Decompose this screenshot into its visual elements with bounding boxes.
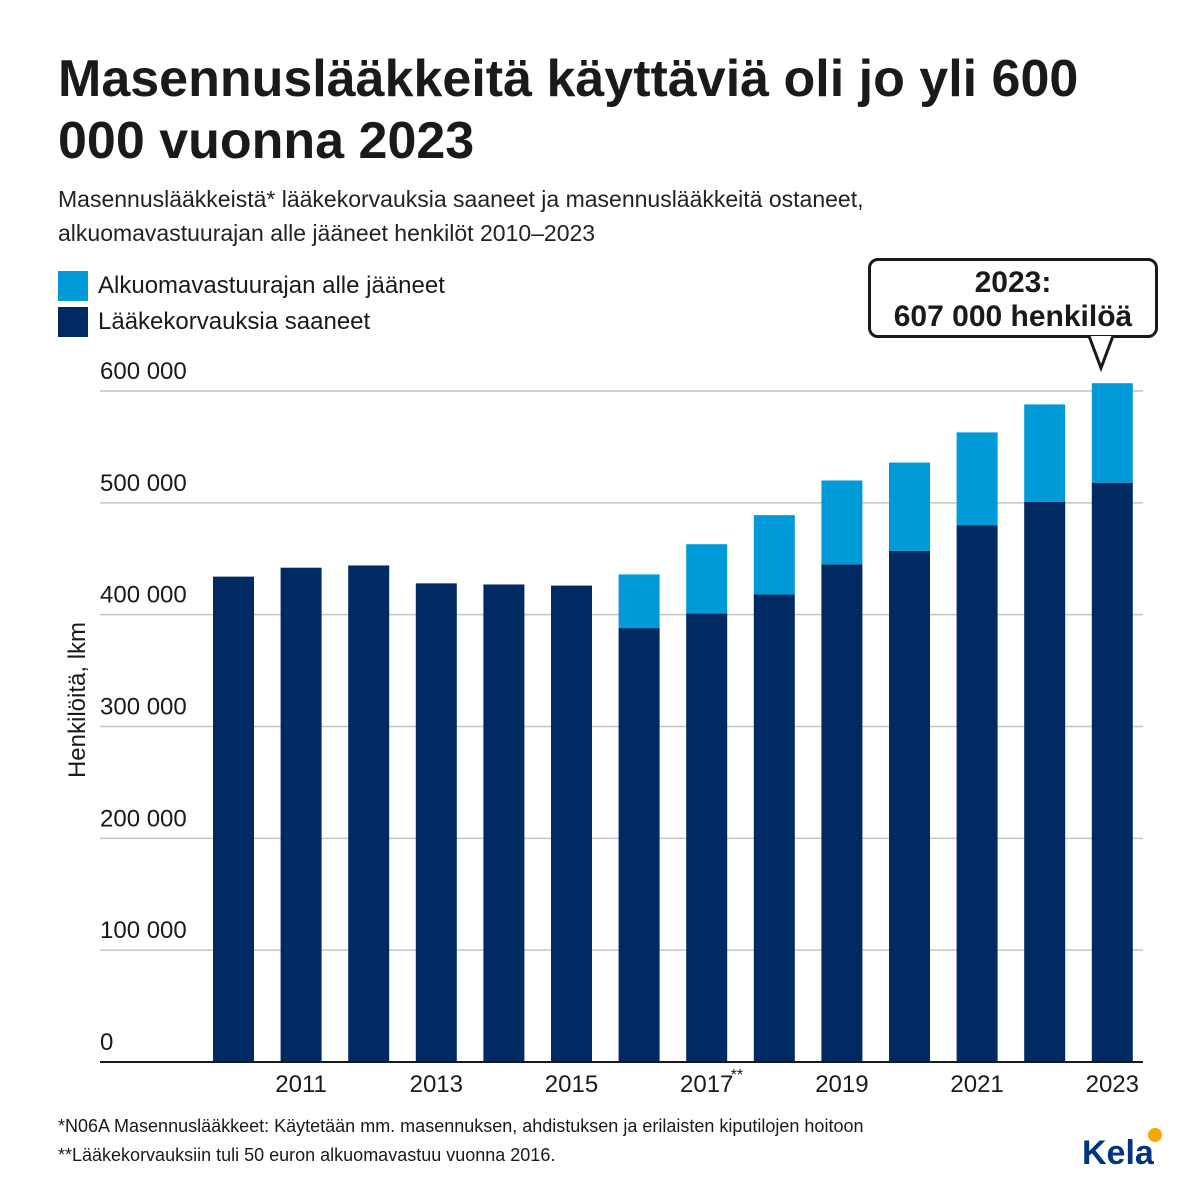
x-tick-label: 2019 — [815, 1071, 868, 1098]
bar-reimbursed — [415, 583, 457, 1062]
legend-swatch-dark-blue — [58, 307, 88, 337]
logo-accent-icon — [1148, 1128, 1162, 1142]
x-tick-footnote-marker: ** — [731, 1067, 743, 1084]
legend-item-below-threshold: Alkuomavastuurajan alle jääneet — [58, 268, 445, 304]
bar-below-threshold — [889, 462, 930, 551]
chart-title: Masennuslääkkeitä käyttäviä oli jo yli 6… — [58, 50, 1079, 170]
y-tick-label: 400 000 — [100, 582, 187, 609]
chart-subtitle: Masennuslääkkeistä* lääkekorvauksia saan… — [58, 182, 1158, 250]
legend-label: Lääkekorvauksia saaneet — [98, 308, 371, 335]
chart-legend: Alkuomavastuurajan alle jääneet Lääkekor… — [58, 268, 445, 340]
bar-reimbursed — [280, 567, 322, 1062]
bar-reimbursed — [686, 613, 728, 1062]
callout-box-2023: 2023: 607 000 henkilöä — [868, 258, 1158, 338]
y-tick-label: 200 000 — [100, 805, 187, 832]
logo-text: Kela — [1082, 1134, 1155, 1172]
y-tick-label: 300 000 — [100, 694, 187, 721]
y-tick-label: 0 — [100, 1029, 113, 1056]
bar-below-threshold — [753, 515, 795, 595]
x-tick-label: 2023 — [1086, 1071, 1139, 1098]
legend-item-reimbursed: Lääkekorvauksia saaneet — [58, 304, 445, 340]
y-tick-label: 600 000 — [100, 358, 187, 385]
subtitle-line-1: Masennuslääkkeistä* lääkekorvauksia saan… — [58, 186, 864, 212]
bar-reimbursed — [348, 565, 390, 1062]
footnote-2: **Lääkekorvauksiin tuli 50 euron alkuoma… — [58, 1145, 556, 1165]
bar-chart: 0 100 000 200 000 300 000 400 000 500 000 600 … — [100, 358, 1143, 1098]
x-tick-label: 2011 — [275, 1071, 327, 1098]
bar-reimbursed — [1024, 501, 1066, 1063]
bar-reimbursed — [753, 594, 795, 1062]
callout-year: 2023: — [974, 266, 1052, 299]
callout-total: 607 000 henkilöä — [893, 300, 1133, 333]
bar-reimbursed — [1091, 482, 1133, 1062]
subtitle-line-2: alkuomavastuurajan alle jääneet henkilöt… — [58, 220, 596, 246]
callout-pointer-icon — [1087, 336, 1115, 372]
legend-label: Alkuomavastuurajan alle jääneet — [98, 272, 445, 299]
bar-below-threshold — [1091, 383, 1133, 483]
x-tick-label: 2015 — [545, 1071, 598, 1098]
x-tick-label: 2021 — [950, 1071, 1003, 1098]
bar-below-threshold — [618, 574, 660, 629]
bar-reimbursed — [551, 585, 592, 1062]
bar-reimbursed — [483, 584, 525, 1062]
bar-reimbursed — [889, 550, 930, 1062]
bar-reimbursed — [956, 525, 998, 1062]
bar-reimbursed — [618, 628, 660, 1062]
x-tick-label: 2013 — [410, 1071, 463, 1098]
y-tick-label: 100 000 — [100, 917, 187, 944]
footnote-1: *N06A Masennuslääkkeet: Käytetään mm. ma… — [58, 1116, 864, 1136]
legend-swatch-light-blue — [58, 271, 88, 301]
bar-below-threshold — [956, 432, 998, 526]
x-tick-label: 2017 — [680, 1071, 733, 1098]
bar-reimbursed — [821, 564, 863, 1062]
bar-below-threshold — [1024, 404, 1066, 502]
footnotes: *N06A Masennuslääkkeet: Käytetään mm. ma… — [58, 1112, 863, 1170]
bar-below-threshold — [821, 480, 863, 565]
y-tick-label: 500 000 — [100, 470, 187, 497]
bar-reimbursed — [213, 576, 254, 1062]
bar-below-threshold — [686, 544, 728, 614]
kela-logo: Kela — [1082, 1128, 1162, 1172]
